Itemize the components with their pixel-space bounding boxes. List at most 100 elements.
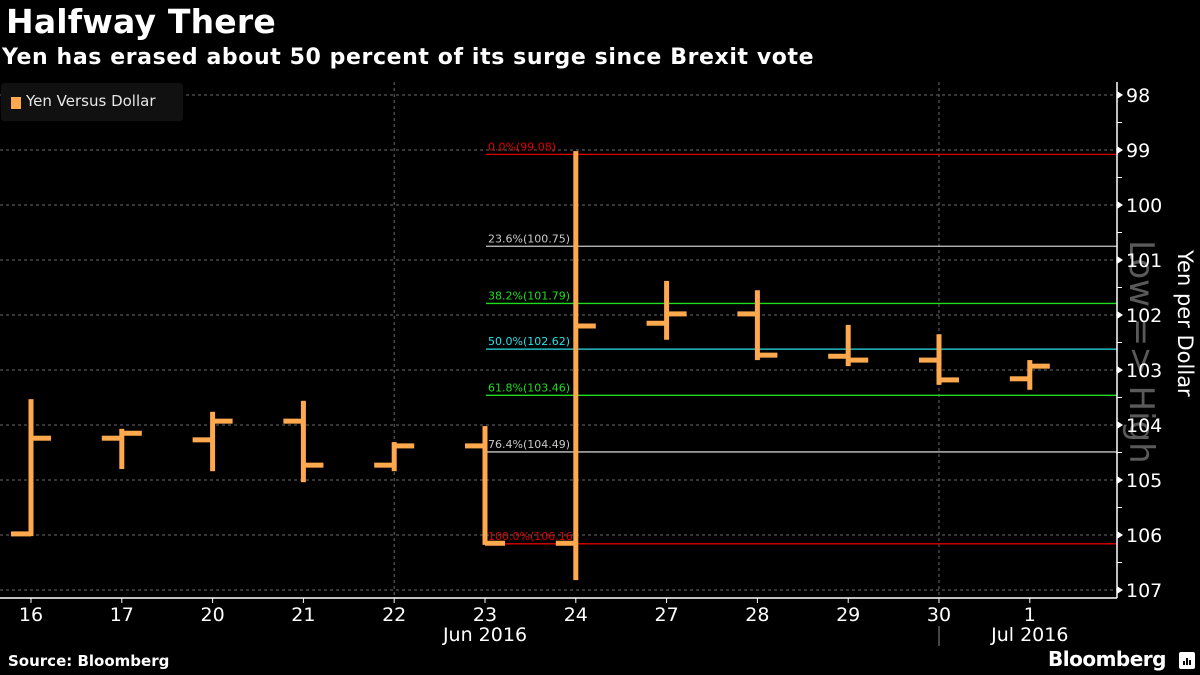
y-watermark-group: Low => High	[1121, 240, 1161, 464]
fib-level-label: 76.4%(104.49)	[488, 438, 570, 451]
x-tick-label: 23	[473, 604, 497, 626]
source-label: Source: Bloomberg	[8, 652, 170, 670]
ohlc-open-tick	[283, 418, 304, 424]
ohlc-close-tick	[121, 430, 142, 436]
legend-swatch	[11, 97, 21, 109]
y-tick-marker	[1117, 311, 1123, 319]
fib-level-label: 23.6%(100.75)	[488, 232, 570, 245]
ohlc-range	[1027, 360, 1033, 390]
y-watermark: Low => High	[1121, 240, 1161, 464]
ohlc-open-tick	[1009, 376, 1030, 382]
fibonacci-levels: 0.0%(99.08) 23.6%(100.75) 38.2%(101.79) 50.…	[486, 140, 1117, 545]
ohlc-open-tick	[374, 462, 395, 468]
y-tick-label: 100	[1126, 195, 1162, 217]
ohlc-open-tick	[465, 443, 485, 449]
fib-level-label: 38.2%(101.79)	[488, 289, 570, 302]
y-tick-marker	[1117, 201, 1123, 209]
ohlc-open-tick	[919, 357, 939, 363]
ohlc-close-tick	[1029, 363, 1050, 369]
ohlc-range	[664, 280, 670, 340]
legend-label: Yen Versus Dollar	[26, 92, 156, 110]
y-tick-label: 104	[1126, 415, 1162, 437]
ohlc-bar	[192, 411, 233, 472]
x-tick-label: 1	[1024, 604, 1036, 626]
y-tick-marker	[1117, 91, 1123, 99]
x-tick-label: 28	[745, 604, 769, 626]
x-tick-label: 29	[836, 604, 860, 626]
y-tick-marker	[1117, 146, 1123, 154]
x-tick-label: 20	[201, 604, 225, 626]
ohlc-range	[119, 428, 125, 469]
x-tick-label: 22	[382, 604, 406, 626]
ohlc-close-tick	[939, 377, 959, 383]
ohlc-close-tick	[485, 540, 505, 546]
ohlc-bar	[374, 442, 415, 472]
fib-level-label: 50.0%(102.62)	[488, 335, 570, 348]
ohlc-bar	[1009, 360, 1050, 390]
ohlc-range	[754, 290, 760, 361]
fib-level-label: 100.0%(106.16)	[488, 530, 577, 543]
y-tick-label: 103	[1126, 360, 1162, 382]
ohlc-open-tick	[828, 353, 849, 359]
ohlc-range	[391, 442, 397, 472]
brand-logo-text: Bloomberg	[1048, 647, 1166, 671]
y-tick-marker	[1117, 421, 1123, 429]
x-tick-label: 30	[927, 604, 951, 626]
ohlc-bar	[646, 280, 687, 340]
y-tick-marker	[1117, 586, 1123, 594]
ohlc-bar	[919, 334, 959, 385]
ohlc-bar	[737, 290, 778, 361]
y-tick-label: 102	[1126, 305, 1162, 327]
ohlc-bar	[101, 428, 142, 469]
y-tick-label: 105	[1126, 470, 1162, 492]
y-tick-label: 99	[1126, 140, 1150, 162]
y-tick-label: 98	[1126, 85, 1150, 107]
ohlc-bars	[11, 151, 1050, 581]
ohlc-open-tick	[646, 320, 667, 326]
ohlc-open-tick	[192, 437, 213, 443]
ohlc-close-tick	[31, 435, 51, 441]
ohlc-close-tick	[212, 418, 233, 424]
ohlc-close-tick	[303, 462, 324, 468]
x-tick-label: 16	[19, 604, 43, 626]
y-tick-label: 107	[1126, 580, 1162, 602]
ohlc-open-tick	[101, 435, 122, 441]
ohlc-close-tick	[394, 443, 415, 449]
ohlc-open-tick	[555, 540, 576, 546]
fib-level-label: 0.0%(99.08)	[488, 140, 556, 153]
ohlc-bar	[828, 324, 869, 367]
y-axis: 98 99 100 101 102 103 104 105 106 107 Yen per Doll…	[1116, 82, 1197, 602]
ohlc-range	[482, 426, 488, 545]
ohlc-close-tick	[848, 357, 869, 363]
ohlc-open-tick	[11, 531, 31, 537]
ohlc-bar	[283, 400, 324, 483]
ohlc-close-tick	[666, 311, 687, 317]
fib-level-label: 61.8%(103.46)	[488, 381, 570, 394]
y-tick-marker	[1117, 366, 1123, 374]
x-tick-label: 21	[291, 604, 315, 626]
ohlc-open-tick	[737, 311, 758, 317]
x-tick-label: 24	[564, 604, 588, 626]
legend: Yen Versus Dollar	[1, 83, 183, 121]
ohlc-range	[573, 151, 579, 581]
y-tick-label: 106	[1126, 525, 1162, 547]
y-tick-label: 101	[1126, 250, 1162, 272]
ohlc-close-tick	[575, 323, 596, 329]
chart-subtitle: Yen has erased about 50 percent of its s…	[2, 45, 815, 70]
ohlc-range	[845, 324, 851, 367]
x-group-label: Jun 2016	[442, 624, 527, 646]
bloomberg-chart-icon	[1179, 652, 1195, 669]
chart-title: Halfway There	[6, 2, 276, 41]
y-tick-marker	[1117, 531, 1123, 539]
x-axis: 16 17 20 21 22 23 24 27 28 29 30 1 Jun 2016 Jul 2016	[0, 597, 1117, 646]
y-axis-title: Yen per Dollar	[1173, 249, 1197, 397]
ohlc-bar	[11, 399, 51, 537]
ohlc-range	[300, 400, 306, 483]
x-tick-label: 17	[110, 604, 134, 626]
ohlc-range	[28, 399, 34, 537]
x-group-label: Jul 2016	[990, 624, 1068, 646]
ohlc-close-tick	[757, 352, 778, 358]
ohlc-bar	[555, 151, 596, 581]
gridlines	[0, 82, 1117, 598]
